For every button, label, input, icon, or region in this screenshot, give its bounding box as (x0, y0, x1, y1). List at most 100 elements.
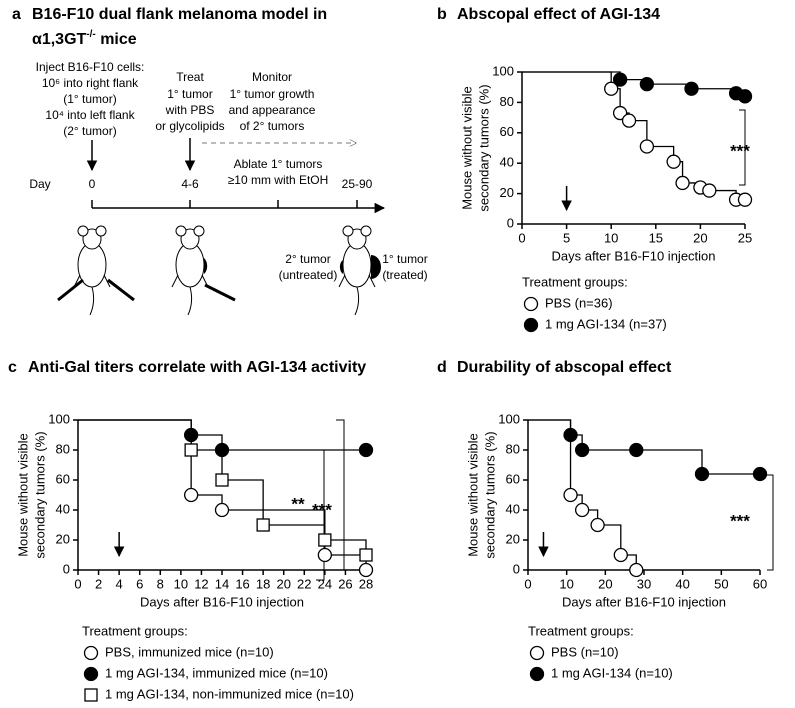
x-axis-label: Days after B16-F10 injection (551, 248, 715, 263)
x-tick-label: 10 (174, 576, 188, 591)
step-text: with PBS (165, 103, 215, 117)
step-text: and appearance (229, 103, 316, 117)
significance-bracket (739, 109, 746, 186)
legend-title: Treatment groups: (82, 623, 188, 638)
x-tick-label: 6 (136, 576, 143, 591)
x-axis-label: Days after B16-F10 injection (562, 594, 726, 609)
step-line (222, 509, 326, 555)
x-tick-label: 40 (675, 576, 689, 591)
marker (563, 487, 578, 503)
y-tick-label: 0 (513, 561, 520, 576)
mouse (57, 225, 135, 316)
marker (563, 427, 578, 443)
x-tick-label: 24 (318, 576, 332, 591)
timeline-label: 25-90 (342, 177, 373, 191)
axes (521, 72, 745, 225)
x-tick-label: 5 (563, 230, 570, 245)
panel-label: c (8, 359, 17, 376)
marker (215, 473, 229, 487)
y-axis-label: Mouse without visible (15, 433, 30, 557)
marker (737, 192, 753, 207)
step-line (78, 419, 192, 450)
x-tick-label: 20 (598, 576, 612, 591)
panel-title: Anti-Gal titers correlate with AGI-134 a… (28, 359, 366, 376)
significance: *** (730, 141, 750, 160)
panel-a: a B16-F10 dual flank melanoma model in α… (12, 6, 428, 316)
panel-label: d (437, 359, 447, 376)
significance-bracket (336, 419, 345, 571)
x-axis-label: Days after B16-F10 injection (140, 594, 304, 609)
y-tick-label: 80 (56, 441, 70, 456)
y-tick-label: 100 (492, 63, 514, 78)
x-tick-label: 60 (753, 576, 767, 591)
x-tick-label: 0 (74, 576, 81, 591)
step-line (263, 524, 326, 540)
step-text: Ablate 1° tumors (234, 157, 323, 171)
marker (317, 547, 333, 563)
x-tick-label: 12 (194, 576, 208, 591)
marker (318, 533, 332, 547)
y-tick-label: 60 (500, 124, 514, 139)
timeline-label: Day (29, 177, 50, 191)
x-tick-label: 22 (297, 576, 311, 591)
significance-bracket (767, 474, 774, 571)
y-tick-label: 80 (500, 94, 514, 109)
tumor-label: (untreated) (279, 268, 338, 282)
y-tick-label: 100 (498, 411, 520, 426)
timeline-label: 0 (89, 177, 96, 191)
legend-label: 1 mg AGI-134, immunized mice (n=10) (105, 665, 328, 680)
panel-title: Abscopal effect of AGI-134 (457, 6, 660, 23)
spacer (729, 509, 737, 510)
step-line (78, 419, 192, 435)
legend-title: Treatment groups: (528, 623, 634, 638)
legend-label: PBS (n=10) (551, 644, 619, 659)
step-text: (2° tumor) (63, 124, 116, 138)
x-tick-label: 20 (276, 576, 290, 591)
significance: *** (312, 500, 332, 519)
marker (574, 502, 590, 518)
x-tick-label: 4 (116, 576, 123, 591)
panel-label: a (12, 6, 21, 23)
marker (529, 666, 545, 682)
y-axis-label: Mouse without visible (459, 86, 474, 210)
y-tick-label: 20 (506, 531, 520, 546)
y-axis-label: secondary tumors (%) (482, 431, 497, 558)
marker (702, 183, 717, 198)
legend-title: Treatment groups: (522, 274, 628, 289)
timeline-ticks (91, 200, 358, 208)
marker (184, 443, 198, 457)
step-text: 1° tumor (167, 87, 212, 101)
axes (527, 420, 760, 571)
x-tick-label: 16 (235, 576, 249, 591)
title-sup: -/- (86, 29, 95, 40)
step-line (528, 419, 572, 495)
step-line (597, 524, 622, 555)
marker (621, 113, 637, 128)
marker (183, 487, 199, 503)
y-tick-label: 20 (500, 185, 514, 200)
marker (183, 427, 199, 443)
step-text: 1° tumor growth (230, 87, 315, 101)
y-tick-label: 80 (506, 441, 520, 456)
marker (694, 466, 710, 482)
marker (358, 562, 374, 578)
marker (675, 175, 690, 191)
y-axis-label: secondary tumors (%) (476, 84, 491, 211)
step-text: 10⁶ into right flank (42, 76, 139, 90)
marker (529, 645, 545, 661)
title-part: mice (96, 31, 137, 48)
marker (666, 154, 681, 169)
step-text: ≥10 mm with EtOH (228, 173, 329, 187)
step-text: Monitor (252, 70, 292, 84)
x-tick-label: 30 (637, 576, 651, 591)
y-tick-label: 60 (56, 471, 70, 486)
x-tick-label: 18 (256, 576, 270, 591)
y-axis-label: secondary tumors (%) (32, 431, 47, 558)
legend-label: PBS (n=36) (545, 295, 613, 310)
marker (256, 518, 270, 532)
step-line (78, 419, 192, 495)
marker (639, 139, 655, 154)
marker (639, 77, 655, 92)
x-tick-label: 26 (338, 576, 352, 591)
tumor-label: 1° tumor (382, 252, 427, 266)
